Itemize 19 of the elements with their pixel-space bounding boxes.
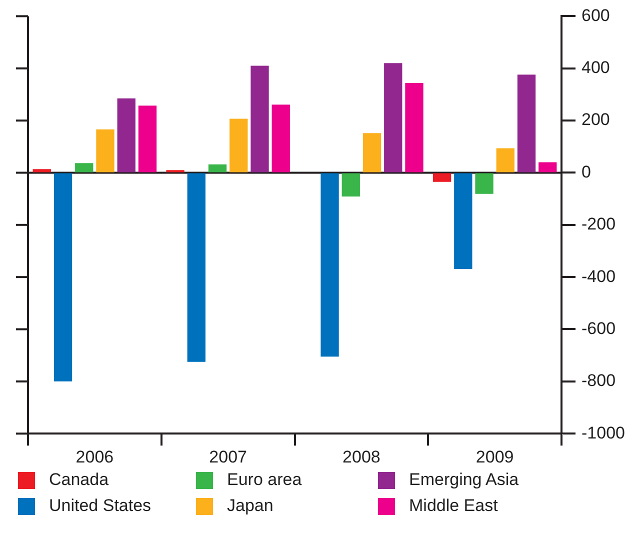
x-tick-label: 2009 xyxy=(476,447,514,466)
y-tick-label: 0 xyxy=(582,162,591,182)
y-tick-label: 600 xyxy=(582,6,610,25)
legend-label: Japan xyxy=(227,496,274,516)
legend-label: United States xyxy=(49,496,152,516)
x-tick-label: 2008 xyxy=(342,447,380,466)
legend-label: Canada xyxy=(49,470,109,490)
y-tick-label: -400 xyxy=(582,266,616,286)
legend-label: Middle East xyxy=(409,496,498,516)
y-tick-label: -600 xyxy=(582,318,616,338)
x-tick-label: 2006 xyxy=(76,447,114,466)
y-tick-label: -1000 xyxy=(582,423,626,442)
legend-label: Emerging Asia xyxy=(409,470,519,490)
y-tick-label: 200 xyxy=(582,110,610,130)
x-tick-label: 2007 xyxy=(209,447,247,466)
y-tick-label: -800 xyxy=(582,371,616,390)
y-tick-label: 400 xyxy=(582,58,610,78)
legend-label: Euro area xyxy=(227,470,302,490)
y-tick-label: -200 xyxy=(582,214,616,234)
